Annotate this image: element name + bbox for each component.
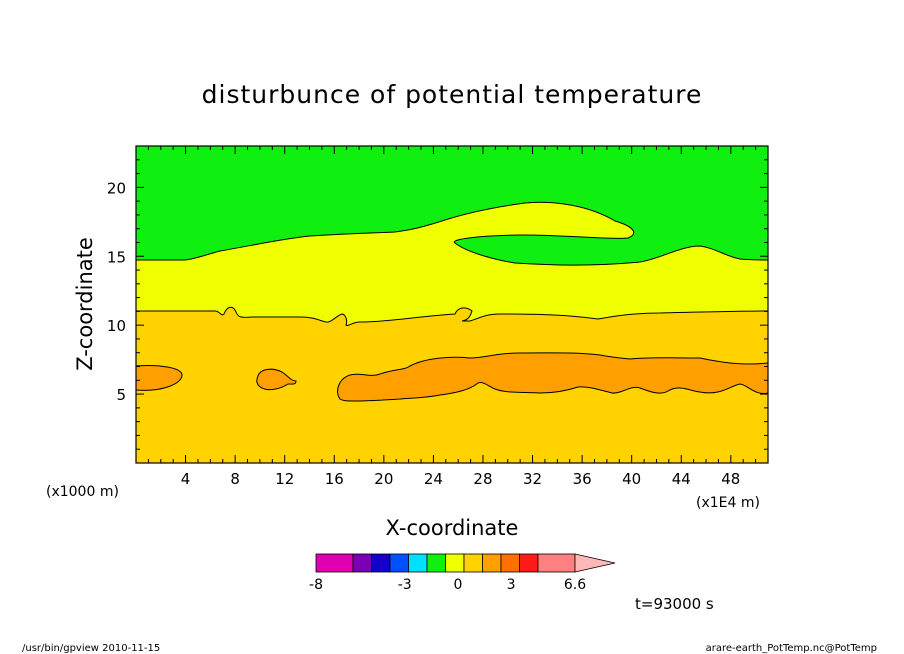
colorbar-label: -8 (309, 577, 323, 593)
x-tick-label: 24 (424, 470, 443, 488)
x-unit-left: (x1000 m) (46, 484, 119, 500)
colorbar-bin (482, 553, 502, 573)
colorbar-extend (574, 553, 616, 573)
x-tick-label: 36 (573, 470, 592, 488)
colorbar-bin (315, 553, 354, 573)
y-tick-labels: 5 10 15 20 (107, 179, 126, 404)
colorbar-bin (463, 553, 483, 573)
x-tick-labels: 4 8 12 16 20 24 28 32 36 40 44 48 (181, 470, 741, 488)
colorbar-label: 0 (453, 577, 462, 593)
colorbar-labels: -8 -3 0 3 6.6 (309, 577, 586, 593)
plot-frame (135, 145, 769, 464)
x-tick-label: 16 (325, 470, 344, 488)
x-tick-label: 40 (622, 470, 641, 488)
colorbar-bin (352, 553, 372, 573)
x-tick-label: 32 (523, 470, 542, 488)
axis-ticks (136, 146, 768, 463)
colorbar-bin (371, 553, 391, 573)
x-tick-label: 28 (473, 470, 492, 488)
x-tick-label: 44 (672, 470, 691, 488)
x-tick-label: 20 (374, 470, 393, 488)
region-warm-left (136, 365, 183, 391)
colorbar-bin (408, 553, 428, 573)
region-warm-blob (256, 368, 297, 391)
x-tick-label: 12 (275, 470, 294, 488)
region-warm-main (337, 352, 768, 402)
y-tick-label: 5 (116, 386, 126, 404)
colorbar-label: 6.6 (564, 577, 586, 593)
y-tick-label: 15 (107, 248, 126, 266)
time-label: t=93000 s (635, 595, 714, 613)
y-tick-label: 20 (107, 179, 126, 197)
colorbar-bin (426, 553, 446, 573)
colorbar (315, 553, 616, 573)
colorbar-label: 3 (507, 577, 516, 593)
colorbar-bin (445, 553, 465, 573)
footer-right: arare-earth_PotTemp.nc@PotTemp (706, 643, 877, 654)
plot-area (135, 145, 769, 464)
colorbar-bin (519, 553, 539, 573)
x-axis-label: X-coordinate (386, 516, 519, 540)
colorbar-label: -3 (398, 577, 412, 593)
x-unit-right: (x1E4 m) (696, 495, 760, 511)
chart-title: disturbunce of potential temperature (202, 80, 703, 109)
colorbar-bin (389, 553, 409, 573)
colorbar-bin (500, 553, 520, 573)
x-tick-label: 4 (181, 470, 191, 488)
y-axis-label: Z-coordinate (73, 237, 97, 371)
region-upper (136, 146, 768, 266)
y-tick-label: 10 (107, 317, 126, 335)
footer-left: /usr/bin/gpview 2010-11-15 (22, 643, 160, 654)
colorbar-bin (537, 553, 576, 573)
x-tick-label: 8 (230, 470, 240, 488)
x-tick-label: 48 (721, 470, 740, 488)
